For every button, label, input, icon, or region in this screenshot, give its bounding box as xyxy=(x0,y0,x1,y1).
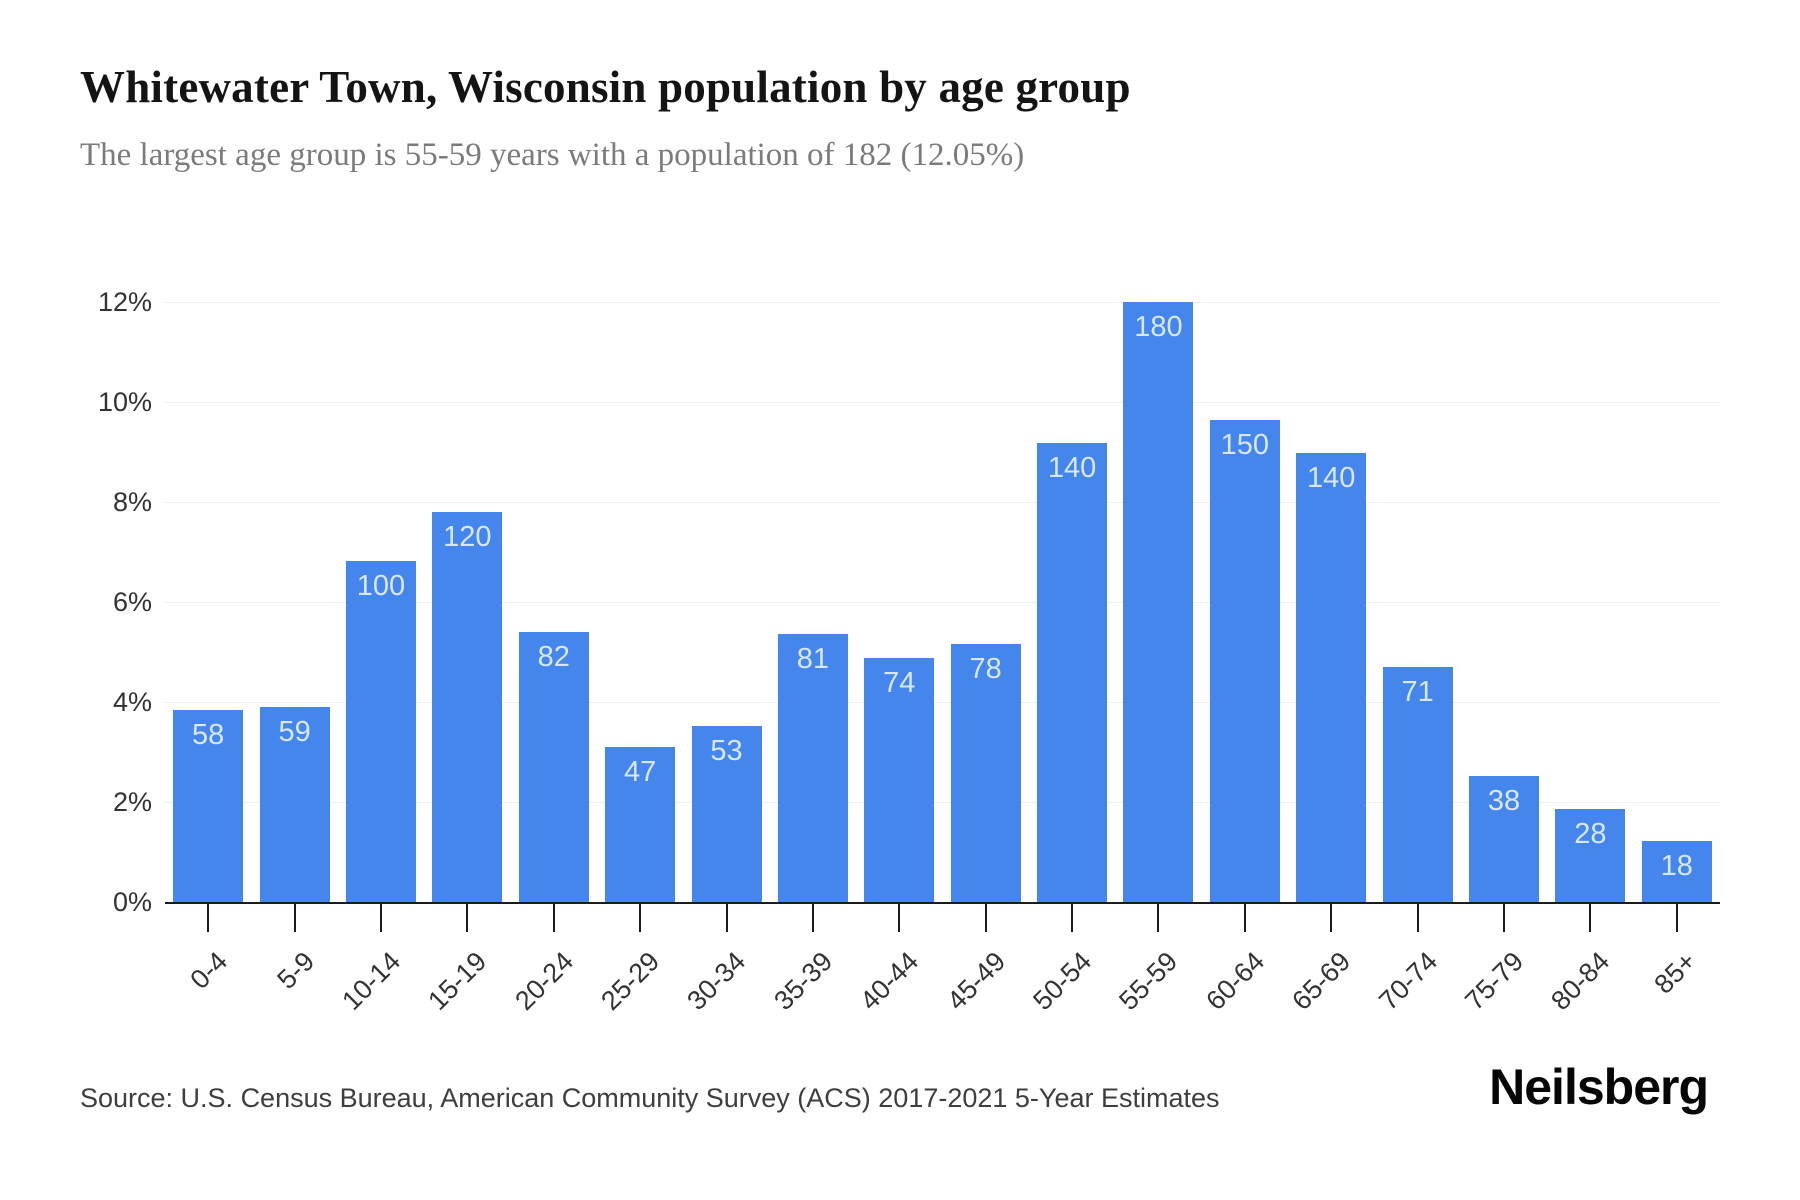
x-axis-tick xyxy=(293,904,296,932)
y-axis-label-8pct: 8% xyxy=(112,487,152,517)
x-axis-tick xyxy=(1589,904,1592,932)
x-axis-label-85+: 85+ xyxy=(1648,946,1703,1000)
x-axis-label-50-54: 50-54 xyxy=(1027,946,1098,1017)
bar-80-84[interactable]: 28 xyxy=(1555,808,1626,902)
x-axis-tick xyxy=(379,904,382,932)
bar-40-44[interactable]: 74 xyxy=(864,657,935,902)
bar-55-59[interactable]: 180 xyxy=(1123,302,1194,902)
x-axis-line xyxy=(165,902,1720,904)
x-axis-label-20-24: 20-24 xyxy=(508,946,579,1017)
gridline-12pct xyxy=(165,301,1720,303)
x-axis-tick xyxy=(1330,904,1333,932)
bar-20-24[interactable]: 82 xyxy=(518,631,589,902)
x-axis-label-65-69: 65-69 xyxy=(1286,946,1357,1017)
x-axis-label-45-49: 45-49 xyxy=(940,946,1011,1017)
y-axis-label-6pct: 6% xyxy=(112,587,152,617)
x-axis-tick xyxy=(466,904,469,932)
x-axis-tick xyxy=(1416,904,1419,932)
bar-value-label: 140 xyxy=(1047,451,1097,484)
x-axis-tick xyxy=(552,904,555,932)
y-axis-label-2pct: 2% xyxy=(112,787,152,817)
bar-value-label: 58 xyxy=(192,719,225,751)
bar-50-54[interactable]: 140 xyxy=(1037,442,1108,902)
x-axis-label-0-4: 0-4 xyxy=(184,946,234,995)
x-axis-label-25-29: 25-29 xyxy=(595,946,666,1017)
bar-value-label: 59 xyxy=(278,716,311,748)
x-axis-tick xyxy=(1157,904,1160,932)
gridline-4pct xyxy=(165,701,1720,703)
x-axis-label-55-59: 55-59 xyxy=(1113,946,1184,1017)
x-axis-label-10-14: 10-14 xyxy=(336,946,407,1017)
bar-value-label: 120 xyxy=(443,520,492,553)
source-note: Source: U.S. Census Bureau, American Com… xyxy=(80,1083,1220,1113)
x-axis-tick xyxy=(811,904,814,932)
x-axis-tick xyxy=(898,904,901,932)
x-axis-label-15-19: 15-19 xyxy=(422,946,493,1017)
x-axis-label-60-64: 60-64 xyxy=(1200,946,1271,1017)
y-axis-label-12pct: 12% xyxy=(97,287,152,317)
gridline-8pct xyxy=(165,501,1720,503)
gridline-2pct xyxy=(165,801,1720,803)
bar-value-label: 71 xyxy=(1401,675,1434,708)
y-axis-label-4pct: 4% xyxy=(112,687,152,717)
bar-45-49[interactable]: 78 xyxy=(950,643,1021,902)
bar-15-19[interactable]: 120 xyxy=(432,511,503,902)
bar-value-label: 82 xyxy=(537,640,570,673)
x-axis-tick xyxy=(725,904,728,932)
bar-10-14[interactable]: 100 xyxy=(345,561,416,902)
x-axis-label-40-44: 40-44 xyxy=(854,946,925,1017)
x-axis-label-5-9: 5-9 xyxy=(270,946,320,995)
x-axis-label-70-74: 70-74 xyxy=(1372,946,1443,1017)
bar-60-64[interactable]: 150 xyxy=(1209,420,1280,902)
y-axis-label-0pct: 0% xyxy=(112,887,152,917)
x-axis-tick xyxy=(639,904,642,932)
x-axis-label-75-79: 75-79 xyxy=(1459,946,1530,1017)
x-axis-label-30-34: 30-34 xyxy=(681,946,752,1017)
bar-0-4[interactable]: 58 xyxy=(173,710,244,902)
bar-value-label: 38 xyxy=(1487,784,1521,817)
bar-65-69[interactable]: 140 xyxy=(1296,452,1367,902)
x-axis-tick xyxy=(1675,904,1678,932)
gridline-10pct xyxy=(165,401,1720,403)
bar-25-29[interactable]: 47 xyxy=(605,746,676,902)
x-axis-tick xyxy=(1071,904,1074,932)
bar-value-label: 18 xyxy=(1660,849,1693,882)
bar-value-label: 74 xyxy=(883,666,916,699)
bar-value-label: 150 xyxy=(1220,429,1270,461)
bar-75-79[interactable]: 38 xyxy=(1469,775,1540,902)
plot-area: 0% 2% 4% 6% 8% 10% 12% 58 0-4 59 5-9 100 10-14 120 15-… xyxy=(98,287,1720,1016)
bar-value-label: 140 xyxy=(1307,461,1356,494)
gridline-6pct xyxy=(165,601,1720,603)
bar-70-74[interactable]: 71 xyxy=(1382,666,1453,902)
x-axis-tick xyxy=(1243,904,1246,932)
x-axis-tick xyxy=(984,904,987,932)
bar-value-label: 47 xyxy=(623,755,657,788)
bar-30-34[interactable]: 53 xyxy=(691,726,762,902)
x-axis-label-80-84: 80-84 xyxy=(1545,946,1616,1017)
bar-value-label: 180 xyxy=(1134,311,1183,343)
x-axis-tick xyxy=(207,904,210,932)
x-axis-label-35-39: 35-39 xyxy=(768,946,839,1017)
bar-35-39[interactable]: 81 xyxy=(777,634,848,902)
page-title: Whitewater Town, Wisconsin population by… xyxy=(80,62,1131,112)
bar-value-label: 78 xyxy=(969,652,1002,685)
bar-value-label: 53 xyxy=(710,735,743,767)
page-subtitle: The largest age group is 55-59 years wit… xyxy=(80,137,1025,173)
bar-value-label: 81 xyxy=(796,643,830,675)
bar-value-label: 100 xyxy=(356,570,406,602)
y-axis-label-10pct: 10% xyxy=(97,387,152,417)
neilsberg-logo: Neilsberg xyxy=(1489,1059,1709,1115)
bar-5-9[interactable]: 59 xyxy=(259,707,330,902)
bar-value-label: 28 xyxy=(1574,817,1607,850)
x-axis-tick xyxy=(1503,904,1506,932)
bar-85+[interactable]: 18 xyxy=(1641,840,1712,902)
